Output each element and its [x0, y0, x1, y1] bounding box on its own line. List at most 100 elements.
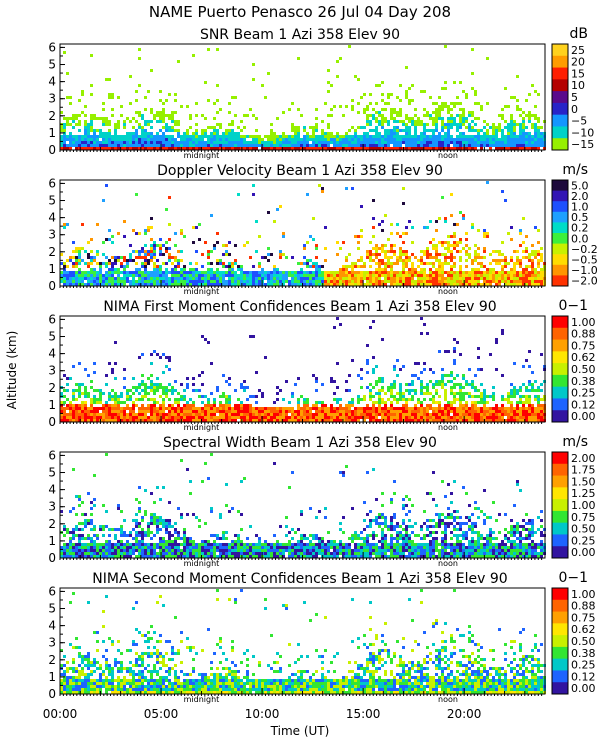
heatmap-cell — [357, 247, 360, 250]
heatmap-cell — [204, 132, 207, 135]
heatmap-cell — [432, 371, 435, 374]
heatmap-cell — [342, 274, 345, 277]
heatmap-cell — [414, 419, 417, 422]
heatmap-cell — [324, 132, 327, 135]
heatmap-cell — [189, 147, 192, 150]
heatmap-cell — [537, 253, 540, 256]
heatmap-cell — [324, 259, 327, 262]
heatmap-cell — [399, 120, 402, 123]
heatmap-cell — [102, 199, 105, 202]
heatmap-cell — [171, 419, 174, 422]
heatmap-cell — [90, 93, 93, 96]
heatmap-cell — [354, 410, 357, 413]
heatmap-cell — [489, 395, 492, 398]
heatmap-cell — [180, 413, 183, 416]
heatmap-cell — [378, 123, 381, 126]
heatmap-cell — [492, 416, 495, 419]
heatmap-cell — [522, 268, 525, 271]
heatmap-cell — [135, 280, 138, 283]
heatmap-cell — [522, 141, 525, 144]
heatmap-cell — [141, 280, 144, 283]
heatmap-cell — [264, 141, 267, 144]
heatmap-cell — [444, 262, 447, 265]
heatmap-cell — [93, 135, 96, 138]
heatmap-cell — [360, 410, 363, 413]
heatmap-cell — [96, 401, 99, 404]
heatmap-cell — [63, 280, 66, 283]
heatmap-cell — [435, 117, 438, 120]
heatmap-cell — [360, 96, 363, 99]
heatmap-cell — [222, 141, 225, 144]
heatmap-cell — [183, 283, 186, 286]
heatmap-cell — [471, 111, 474, 114]
heatmap-cell — [63, 389, 66, 392]
heatmap-cell — [396, 223, 399, 226]
heatmap-cell — [297, 141, 300, 144]
heatmap-cell — [303, 283, 306, 286]
heatmap-cell — [498, 126, 501, 129]
heatmap-cell — [102, 407, 105, 410]
heatmap-cell — [492, 274, 495, 277]
heatmap-cell — [237, 283, 240, 286]
heatmap-cell — [282, 144, 285, 147]
heatmap-cell — [351, 271, 354, 274]
heatmap-cell — [357, 144, 360, 147]
heatmap-cell — [333, 274, 336, 277]
heatmap-cell — [267, 135, 270, 138]
heatmap-cell — [438, 383, 441, 386]
heatmap-cell — [141, 416, 144, 419]
midnight-marker: midnight — [184, 287, 220, 296]
heatmap-cell — [102, 262, 105, 265]
colorbar-label: 1.0 — [571, 201, 589, 214]
heatmap-cell — [495, 419, 498, 422]
heatmap-cell — [207, 141, 210, 144]
heatmap-cell — [531, 407, 534, 410]
heatmap-cell — [222, 265, 225, 268]
heatmap-cell — [420, 392, 423, 395]
heatmap-cell — [537, 280, 540, 283]
heatmap-cell — [270, 144, 273, 147]
heatmap-cell — [525, 401, 528, 404]
heatmap-cell — [507, 123, 510, 126]
heatmap-cell — [246, 114, 249, 117]
heatmap-cell — [168, 196, 171, 199]
heatmap-cell — [63, 277, 66, 280]
colorbar-swatch — [552, 67, 568, 80]
heatmap-cell — [456, 135, 459, 138]
heatmap-cell — [450, 138, 453, 141]
heatmap-cell — [171, 114, 174, 117]
heatmap-cell — [84, 413, 87, 416]
heatmap-cell — [222, 392, 225, 395]
heatmap-cell — [90, 419, 93, 422]
heatmap-cell — [234, 271, 237, 274]
heatmap-cell — [411, 416, 414, 419]
heatmap-cell — [372, 147, 375, 150]
heatmap-cell — [207, 99, 210, 102]
heatmap-cell — [366, 271, 369, 274]
heatmap-cell — [147, 407, 150, 410]
heatmap-cell — [78, 416, 81, 419]
heatmap-cell — [537, 277, 540, 280]
heatmap-cell — [441, 416, 444, 419]
heatmap-cell — [264, 277, 267, 280]
heatmap-cell — [114, 407, 117, 410]
heatmap-cell — [66, 280, 69, 283]
heatmap-cell — [255, 144, 258, 147]
heatmap-cell — [483, 395, 486, 398]
heatmap-cell — [99, 398, 102, 401]
heatmap-cell — [399, 277, 402, 280]
heatmap-cell — [399, 84, 402, 87]
heatmap-cell — [126, 395, 129, 398]
heatmap-cell — [180, 416, 183, 419]
heatmap-cell — [531, 413, 534, 416]
heatmap-cell — [132, 392, 135, 395]
heatmap-cell — [363, 93, 366, 96]
heatmap-cell — [183, 147, 186, 150]
heatmap-cell — [150, 271, 153, 274]
heatmap-cell — [147, 253, 150, 256]
heatmap-cell — [393, 280, 396, 283]
heatmap-cell — [462, 135, 465, 138]
heatmap-cell — [474, 271, 477, 274]
heatmap-cell — [501, 259, 504, 262]
heatmap-cell — [234, 244, 237, 247]
